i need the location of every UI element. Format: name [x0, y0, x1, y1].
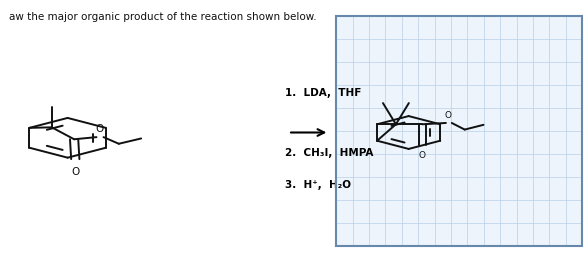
- Bar: [336, 16, 582, 246]
- Text: O: O: [71, 167, 79, 176]
- Text: 3.  H⁺,  H₂O: 3. H⁺, H₂O: [285, 180, 351, 190]
- Text: O: O: [95, 125, 103, 135]
- Text: O: O: [419, 151, 426, 160]
- Text: 2.  CH₃I,  HMPA: 2. CH₃I, HMPA: [285, 148, 373, 158]
- Text: aw the major organic product of the reaction shown below.: aw the major organic product of the reac…: [9, 12, 316, 22]
- Text: 1.  LDA,  THF: 1. LDA, THF: [285, 88, 362, 98]
- Bar: [336, 16, 582, 246]
- Text: O: O: [444, 111, 451, 120]
